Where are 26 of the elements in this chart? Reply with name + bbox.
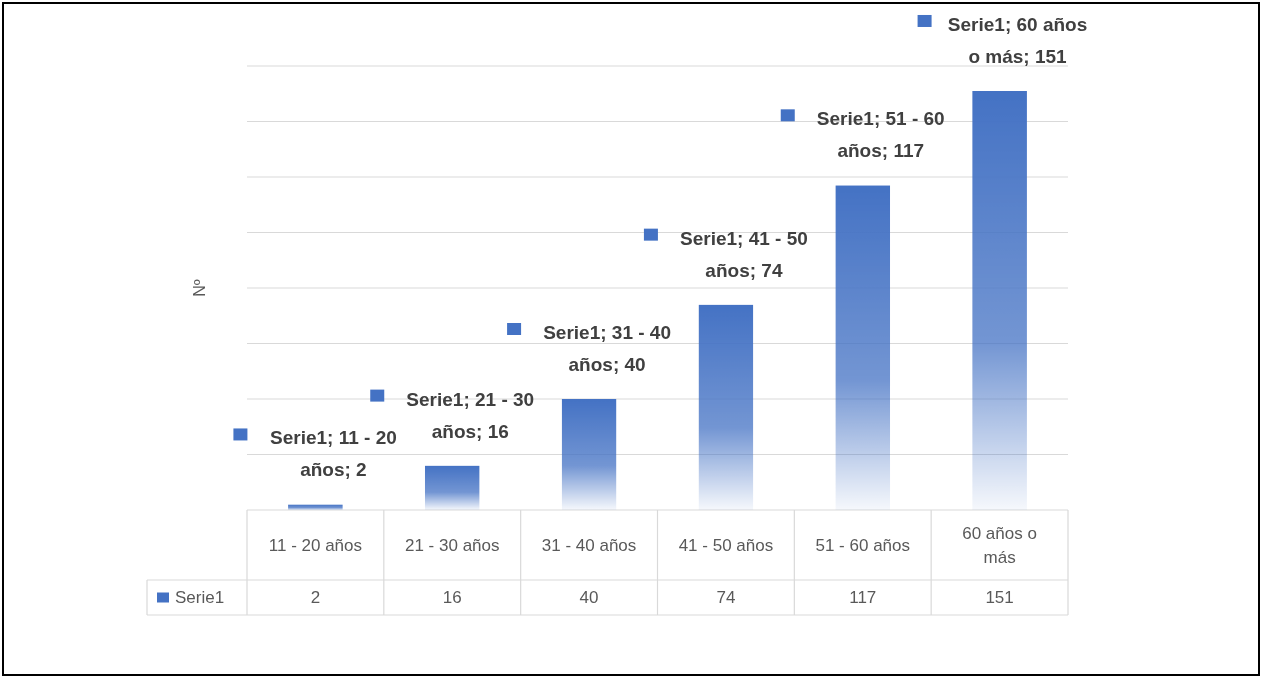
data-label: 151	[985, 588, 1014, 608]
data-label: 117	[849, 588, 877, 608]
bar	[424, 465, 480, 510]
bar	[835, 185, 891, 510]
annotation: Serie1; 60 años o más; 151	[947, 13, 1088, 67]
x-tick-label: 21 - 30 años	[404, 535, 500, 555]
x-tick-label: 60 años o más	[962, 523, 1037, 567]
annotation: Serie1; 11 - 20 años; 2	[270, 427, 397, 481]
x-tick-label: 31 - 40 años	[541, 535, 637, 555]
bar	[288, 504, 343, 510]
data-label: 16	[442, 588, 462, 608]
bar	[972, 90, 1027, 510]
x-tick-label: 41 - 50 años	[678, 535, 774, 555]
annotation: Serie1; 31 - 40 años; 40	[543, 322, 671, 375]
bar	[698, 304, 754, 510]
bar	[561, 399, 617, 510]
x-tick-label: 11 - 20 años	[268, 535, 363, 555]
data-label: 40	[579, 588, 599, 608]
annotation: Serie1; 41 - 50 años; 74	[680, 227, 808, 281]
data-label: 2	[310, 588, 321, 608]
x-tick-label: 51 - 60 años	[815, 535, 911, 555]
data-label: 74	[716, 588, 736, 608]
y-axis-title: Nº	[191, 279, 208, 297]
annotation: Serie1; 51 - 60 años; 117	[816, 108, 945, 162]
legend-label: Serie1	[175, 588, 225, 608]
annotation: Serie1; 21 - 30 años; 16	[406, 388, 535, 442]
